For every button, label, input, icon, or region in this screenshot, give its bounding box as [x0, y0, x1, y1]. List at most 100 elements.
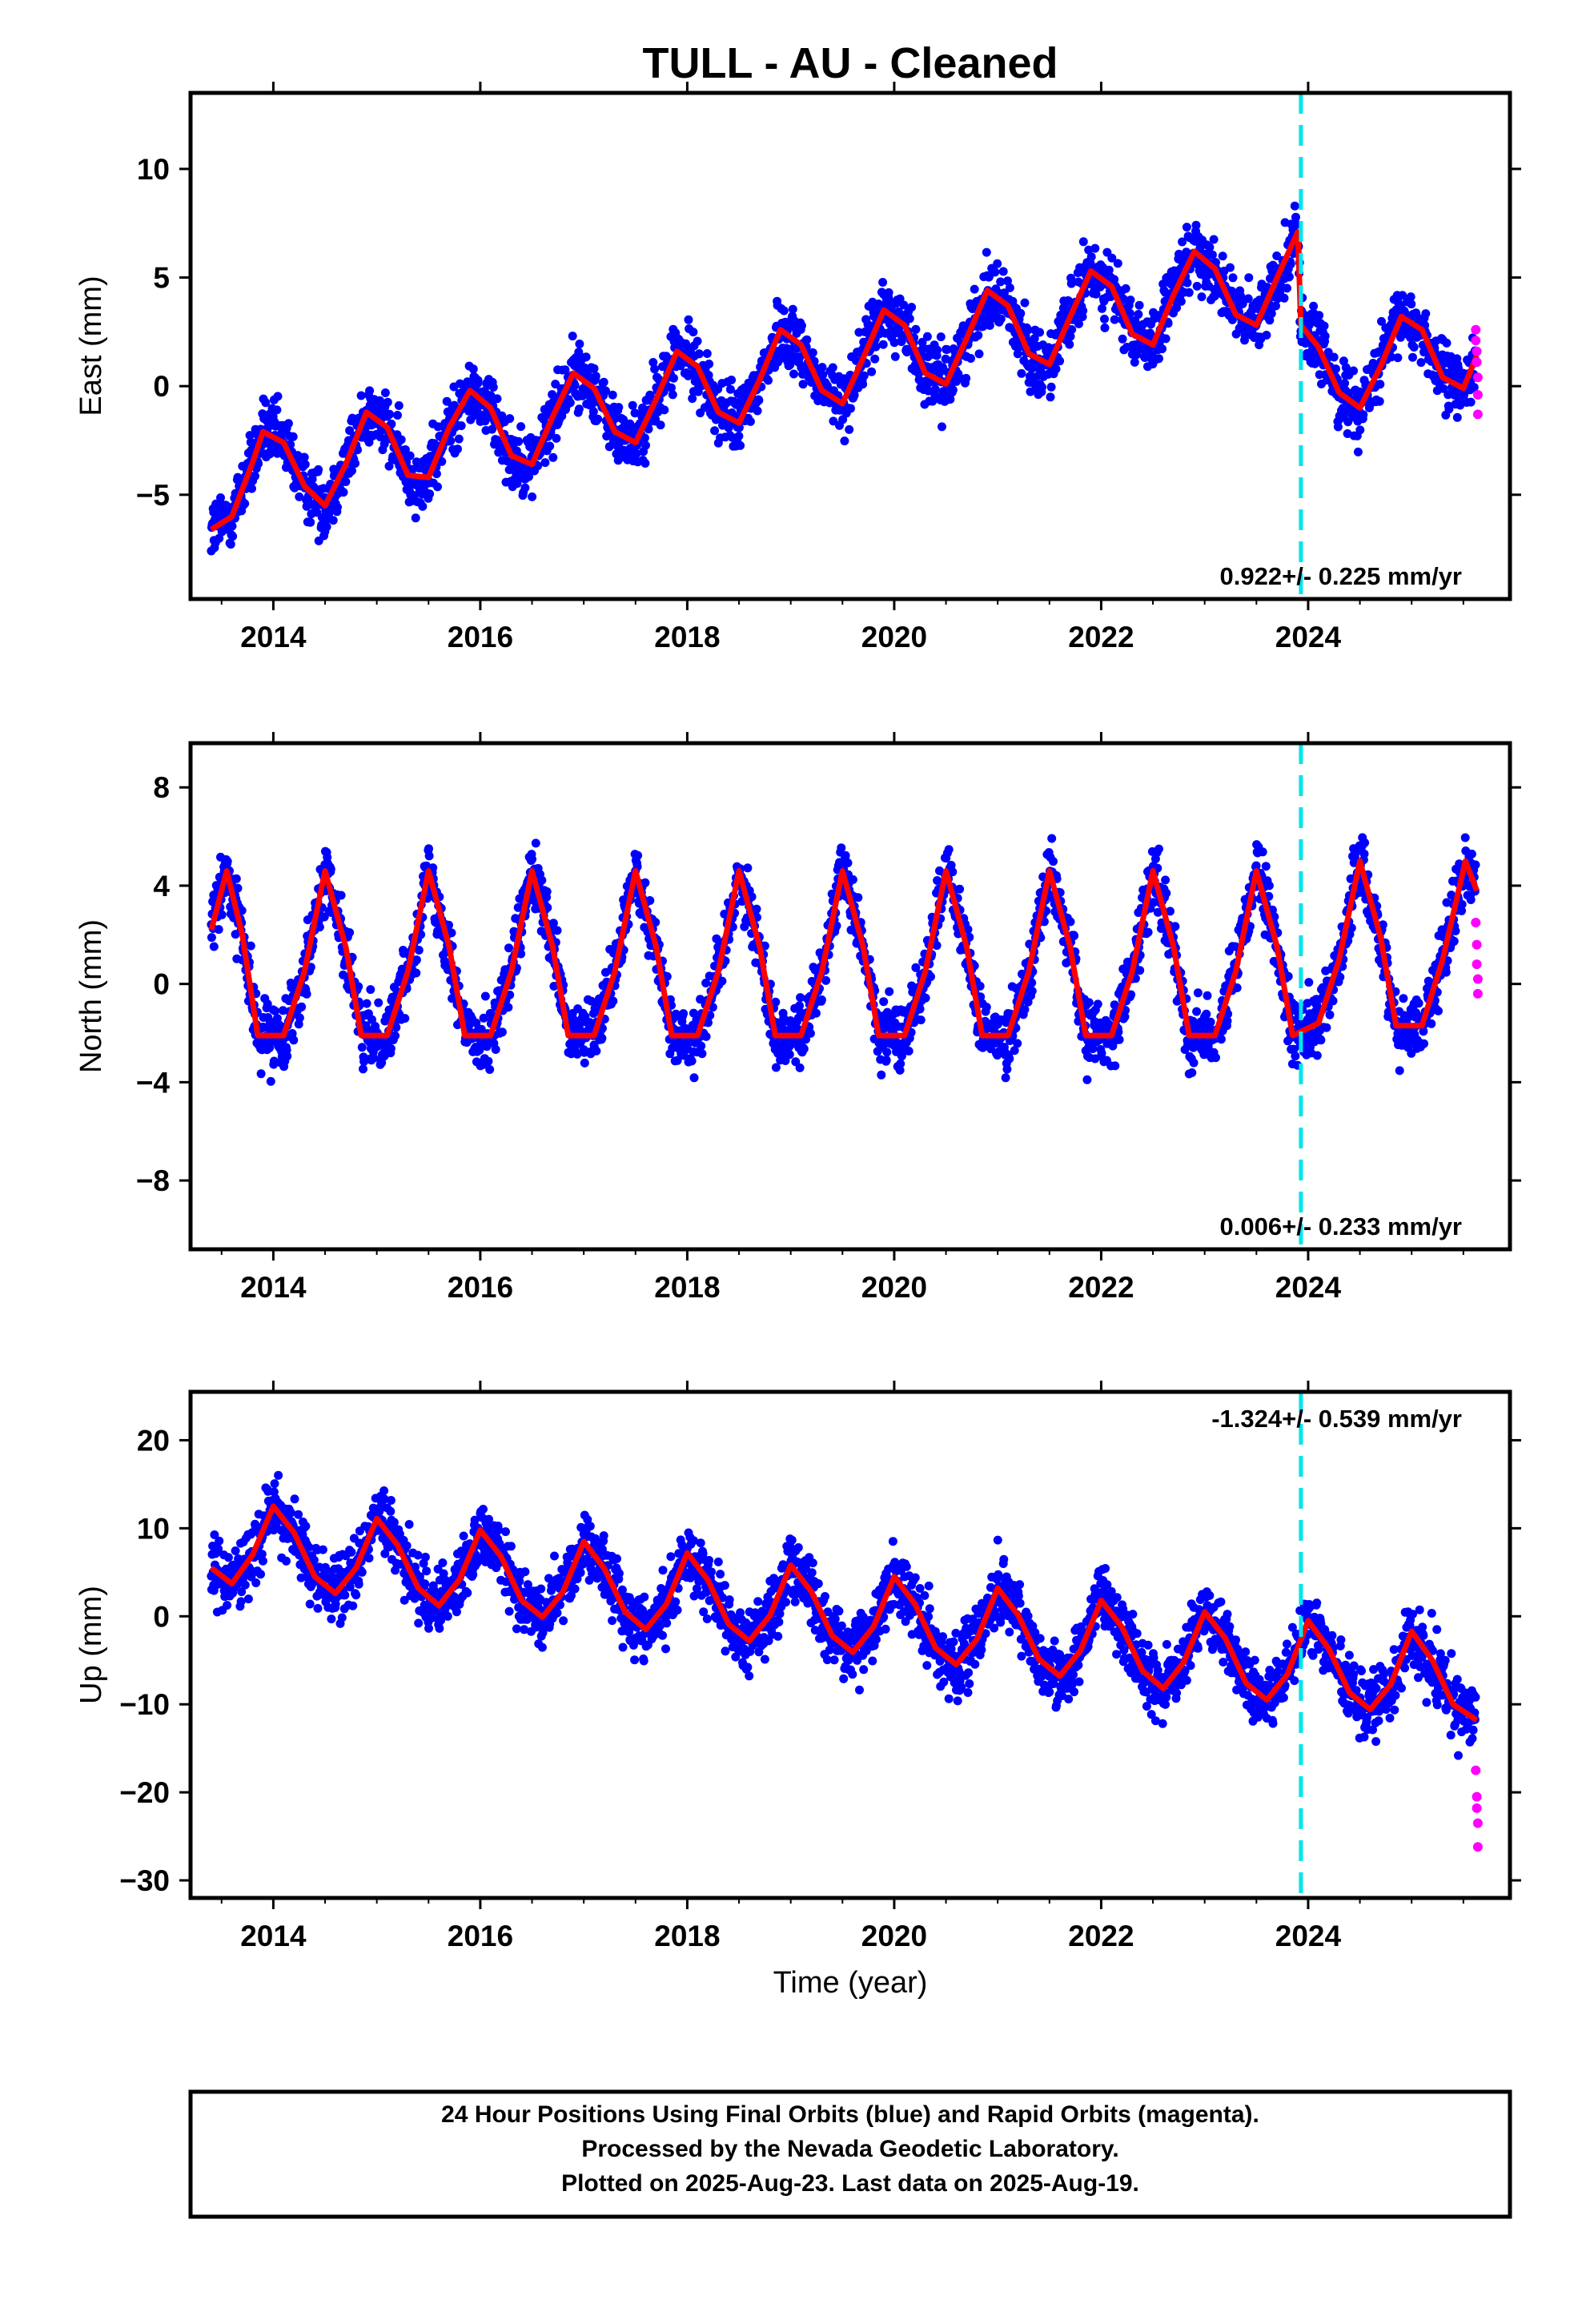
final-point: [425, 489, 435, 499]
final-point: [846, 404, 855, 413]
final-point: [660, 405, 669, 415]
final-point: [1093, 999, 1102, 1009]
final-point: [454, 434, 464, 444]
final-point: [889, 338, 899, 348]
final-point: [1283, 283, 1291, 293]
final-point: [1244, 273, 1254, 283]
final-point: [533, 461, 543, 471]
figure-title: TULL - AU - Cleaned: [642, 39, 1058, 87]
final-point: [1442, 338, 1452, 348]
final-point: [840, 436, 849, 446]
final-point: [524, 472, 533, 481]
final-point: [911, 963, 921, 972]
final-point: [1291, 212, 1300, 222]
final-point: [1218, 251, 1227, 261]
final-point: [1107, 253, 1117, 263]
final-point: [1279, 293, 1289, 303]
final-point: [948, 867, 958, 877]
final-point: [736, 440, 745, 450]
final-point: [300, 460, 310, 469]
final-point: [1284, 272, 1294, 282]
final-point: [1125, 308, 1134, 318]
final-point: [904, 1047, 913, 1055]
final-point: [821, 975, 831, 985]
final-point: [484, 1056, 493, 1066]
final-point: [357, 1043, 367, 1052]
final-point: [315, 923, 324, 932]
final-point: [798, 380, 808, 389]
final-point: [412, 955, 421, 965]
final-point: [1135, 966, 1145, 975]
final-point: [667, 383, 676, 392]
final-point: [1398, 291, 1407, 300]
final-point: [1333, 422, 1343, 432]
final-point: [818, 370, 828, 380]
final-point: [589, 364, 599, 373]
final-point: [1166, 907, 1174, 916]
final-point: [384, 461, 394, 471]
final-point: [437, 456, 447, 466]
final-point: [593, 414, 603, 424]
final-point: [514, 436, 524, 446]
final-point: [488, 424, 497, 434]
final-point: [1078, 237, 1088, 247]
final-point: [837, 843, 846, 853]
final-point: [1191, 220, 1201, 230]
final-point: [1286, 259, 1295, 269]
final-point: [314, 464, 323, 474]
final-point: [259, 1023, 269, 1032]
final-point: [396, 435, 406, 444]
final-point: [633, 850, 643, 860]
final-point: [328, 516, 338, 525]
final-point: [648, 358, 658, 367]
final-point: [896, 1059, 905, 1068]
final-point: [333, 502, 342, 512]
final-point: [418, 501, 428, 511]
final-point: [468, 364, 478, 374]
final-point: [1067, 325, 1077, 334]
final-point: [1027, 978, 1037, 987]
final-point: [240, 499, 250, 509]
x-tick-label: 2022: [1068, 621, 1134, 653]
final-point: [1097, 1048, 1106, 1058]
final-point: [877, 1070, 886, 1080]
final-point: [1035, 328, 1045, 337]
x-ticks: 2014 2016 2018 2020 2022 2024: [220, 82, 1464, 653]
final-point: [668, 390, 677, 400]
y-tick-label: −5: [136, 479, 170, 512]
final-point: [322, 522, 331, 532]
final-point: [1001, 1073, 1010, 1083]
final-point: [1227, 315, 1237, 324]
plot-area: [207, 743, 1483, 1249]
final-point: [383, 397, 392, 407]
final-point: [799, 1044, 809, 1054]
final-point: [1340, 379, 1350, 388]
final-point: [1452, 412, 1462, 422]
final-point: [207, 933, 216, 943]
final-point: [1393, 353, 1403, 363]
final-point: [829, 416, 838, 426]
final-point: [1421, 309, 1431, 319]
final-point: [1020, 298, 1030, 308]
final-point: [263, 999, 272, 1009]
final-point: [599, 377, 608, 387]
final-point: [1163, 319, 1173, 328]
final-point: [227, 521, 237, 531]
final-point: [1377, 316, 1386, 326]
final-point: [859, 371, 869, 380]
final-point: [414, 946, 424, 955]
final-point: [1271, 301, 1280, 311]
final-point: [930, 384, 940, 394]
final-point: [545, 441, 555, 451]
final-point: [1416, 358, 1426, 368]
final-point: [215, 533, 224, 543]
final-point: [946, 395, 955, 404]
final-point: [540, 458, 550, 468]
final-point: [209, 942, 219, 951]
final-point: [254, 459, 263, 468]
final-point: [245, 431, 255, 440]
final-point: [588, 407, 598, 416]
final-point: [640, 433, 649, 443]
